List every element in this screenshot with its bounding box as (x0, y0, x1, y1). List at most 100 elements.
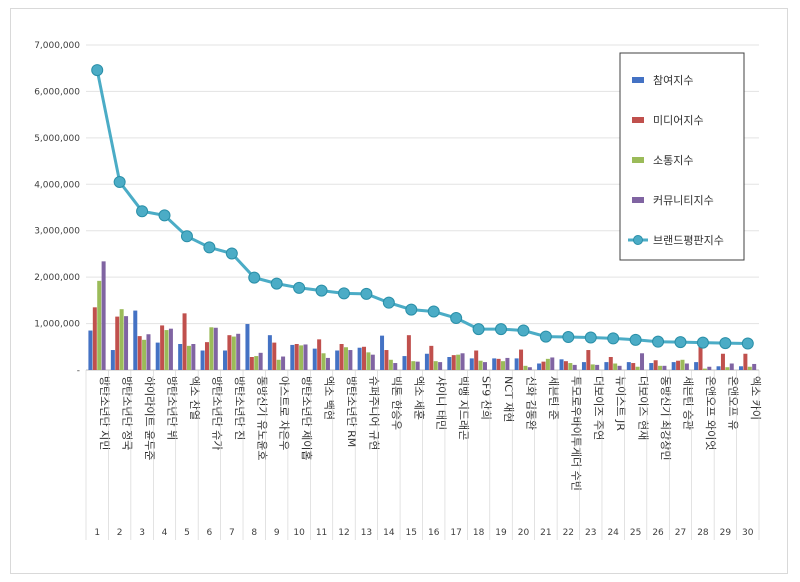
line-point (629, 333, 642, 346)
line-point (203, 241, 216, 254)
bar-2 (523, 365, 528, 370)
bar-1 (406, 335, 411, 370)
legend-label: 커뮤니티지수 (653, 194, 714, 207)
bar-3 (640, 353, 645, 370)
line-point (91, 64, 104, 77)
y-tick-label: - (77, 366, 80, 376)
bar-2 (119, 309, 124, 370)
bar-2 (186, 345, 191, 370)
bar-3 (684, 363, 689, 370)
x-rank-label: 7 (229, 528, 235, 538)
line-point (270, 277, 283, 290)
x-rank-label: 14 (383, 528, 395, 538)
y-tick-label: 6,000,000 (34, 87, 80, 97)
bar-3 (146, 334, 151, 370)
x-rank-label: 15 (406, 528, 417, 538)
bar-0 (559, 359, 564, 370)
x-category-label: NCT 재현 (502, 376, 515, 422)
x-rank-label: 24 (607, 528, 619, 538)
bar-0 (223, 350, 228, 370)
bar-3 (527, 367, 532, 370)
bar-3 (213, 327, 218, 370)
x-category-label: 투모로우바이투게더 수빈 (569, 376, 582, 491)
bar-3 (348, 350, 353, 370)
line-point (495, 323, 508, 336)
bar-2 (142, 339, 147, 370)
bar-3 (101, 261, 106, 370)
x-category-label: 세븐틴 승관 (681, 376, 694, 430)
x-category-label: 더보이즈 현재 (637, 376, 650, 440)
y-tick-label: 4,000,000 (34, 180, 80, 190)
bar-0 (469, 358, 474, 370)
x-rank-label: 20 (518, 528, 530, 538)
bar-0 (357, 347, 362, 370)
line-point (360, 287, 373, 300)
bar-2 (388, 359, 393, 370)
line-point (382, 296, 395, 309)
line-point (584, 331, 597, 344)
legend-swatch (632, 157, 644, 163)
bar-2 (725, 367, 730, 370)
x-rank-label: 8 (251, 528, 257, 538)
x-rank-label: 6 (207, 528, 213, 538)
bar-1 (92, 307, 97, 370)
bar-3 (303, 344, 308, 370)
bar-2 (343, 347, 348, 370)
bar-1 (698, 346, 703, 370)
x-rank-label: 1 (94, 528, 100, 538)
bar-1 (137, 336, 142, 370)
bar-0 (581, 362, 586, 370)
y-tick-label: 7,000,000 (34, 41, 80, 51)
bar-0 (110, 350, 115, 370)
bar-0 (88, 330, 93, 370)
bar-3 (258, 352, 263, 370)
bar-1 (676, 360, 681, 370)
x-rank-label: 28 (697, 528, 709, 538)
bar-0 (424, 353, 429, 370)
line-point (113, 175, 126, 188)
x-category-label: 엑소 찬열 (188, 376, 202, 420)
legend-swatch (632, 197, 644, 203)
x-rank-label: 16 (428, 528, 440, 538)
bar-0 (649, 363, 654, 370)
bar-0 (694, 362, 699, 370)
bar-2 (433, 361, 438, 370)
bar-1 (227, 335, 232, 370)
bar-1 (182, 313, 187, 370)
bar-1 (541, 361, 546, 370)
bar-3 (505, 357, 510, 370)
x-rank-label: 11 (316, 528, 327, 538)
bar-0 (604, 362, 609, 370)
bar-2 (635, 366, 640, 370)
bar-1 (339, 344, 344, 370)
x-rank-label: 5 (184, 528, 190, 538)
bar-3 (662, 365, 667, 370)
line-point (293, 281, 306, 294)
bar-1 (429, 345, 434, 370)
bar-1 (720, 353, 725, 370)
gridlines (86, 44, 759, 371)
bar-2 (680, 359, 685, 370)
line-point (225, 247, 238, 260)
x-category-label: SF9 찬희 (480, 376, 494, 420)
bar-3 (281, 356, 286, 370)
bar-1 (384, 350, 389, 370)
y-tick-label: 2,000,000 (34, 273, 80, 283)
legend-swatch (632, 77, 644, 83)
x-category-label: 세븐틴 준 (547, 376, 560, 420)
bar-3 (617, 365, 622, 370)
bar-3 (572, 364, 577, 370)
bar-2 (478, 360, 483, 370)
x-rank-label: 2 (117, 528, 123, 538)
legend-label: 참여지수 (653, 74, 693, 87)
bar-1 (743, 353, 748, 370)
x-category-label: 동방신기 최강창민 (659, 376, 672, 460)
y-tick-label: 3,000,000 (34, 227, 80, 237)
legend-label: 소통지수 (653, 154, 693, 167)
bar-2 (590, 364, 595, 370)
bar-1 (294, 344, 299, 370)
x-category-label: 엑소 카이 (749, 376, 762, 420)
bar-3 (460, 353, 465, 370)
x-category-label: 신화 김동완 (524, 376, 537, 430)
